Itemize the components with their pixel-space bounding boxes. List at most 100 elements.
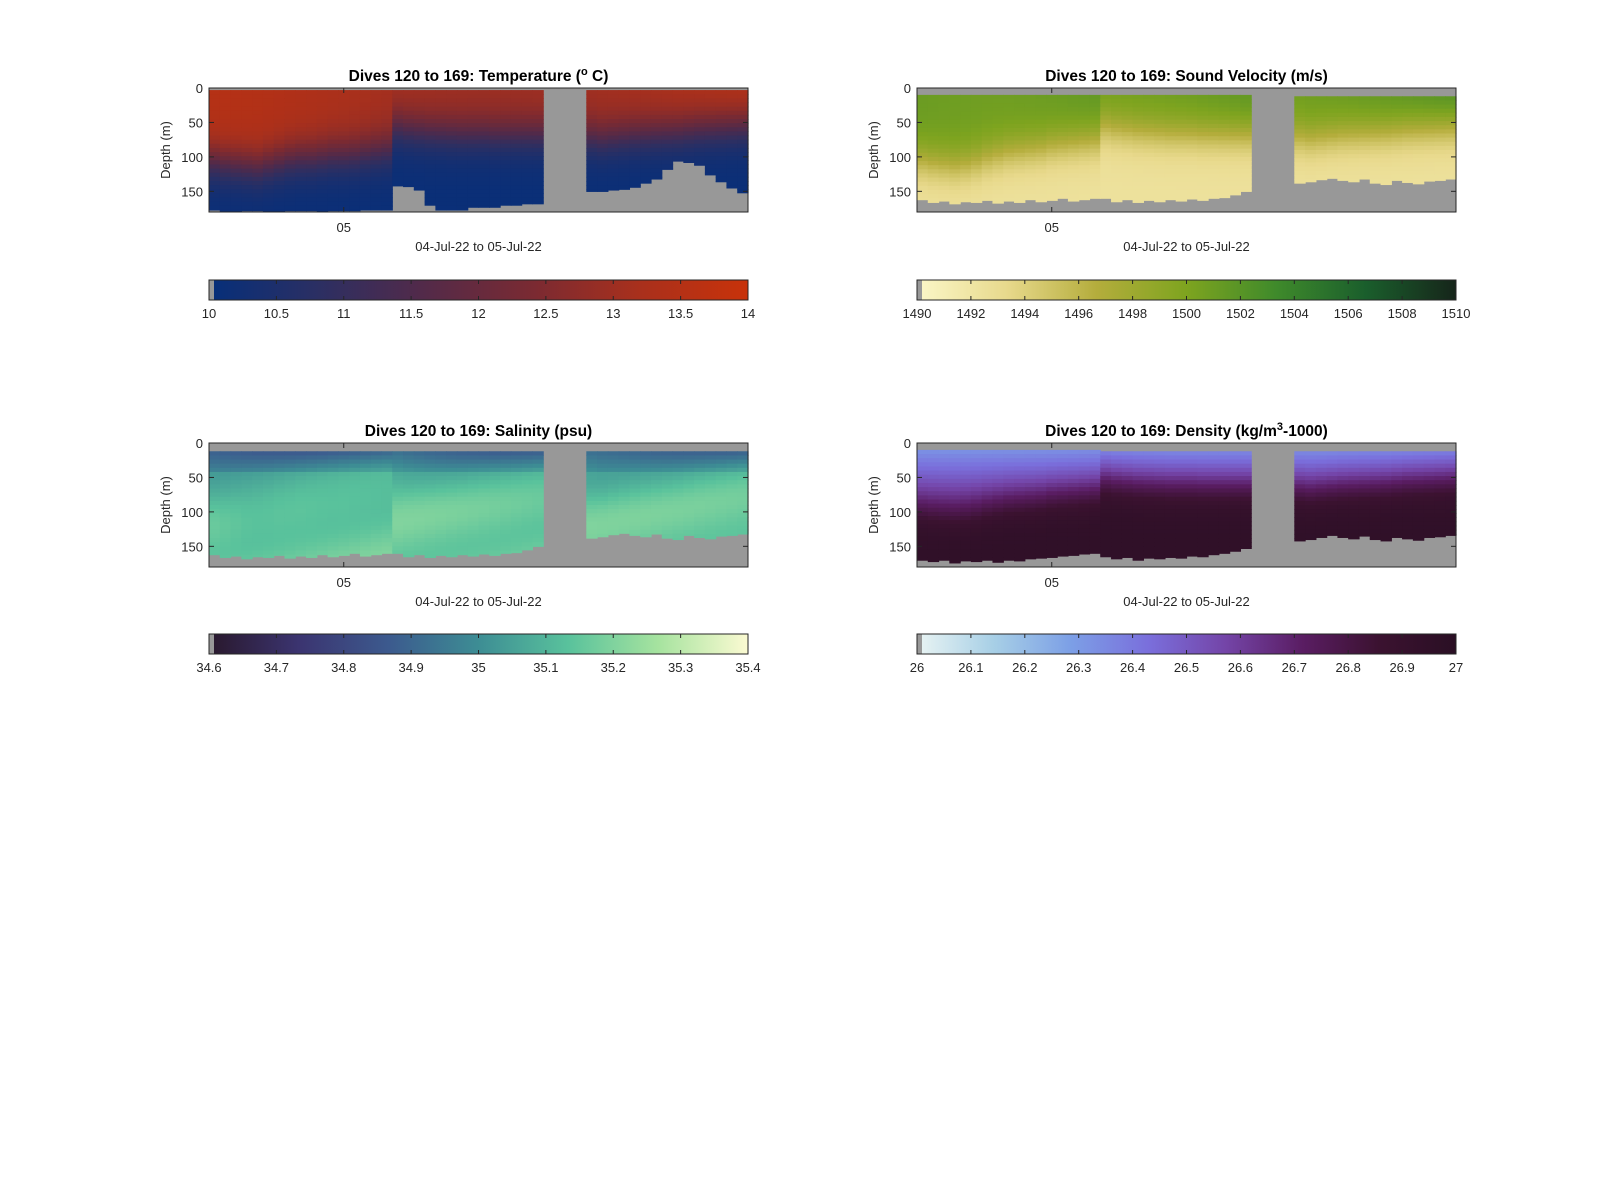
heatmap-cell [1412,158,1425,163]
heatmap-cell [1046,94,1058,100]
heatmap-cell [424,496,436,502]
heatmap-cell [424,102,436,108]
heatmap-cell [209,168,221,174]
heatmap-cell [1175,451,1188,456]
heatmap-cell [403,119,415,124]
heatmap-cell [392,94,404,99]
heatmap-cell [500,500,512,506]
heatmap-cell [1143,181,1155,187]
heatmap-cell [1305,141,1317,147]
heatmap-cell [306,176,318,182]
heatmap-cell [640,513,652,518]
colorbar-gradient [917,280,1456,300]
heatmap-cell [960,553,972,558]
heatmap-cell [295,131,307,137]
heatmap-cell [262,480,275,485]
heatmap-cell [446,554,458,558]
heatmap-cell [1024,99,1037,104]
heatmap-cell [532,160,544,166]
heatmap-cell [327,500,339,506]
heatmap-cell [970,148,983,154]
heatmap-cell [1111,115,1123,121]
heatmap-cell [1240,103,1252,108]
y-tick-label: 150 [889,184,911,199]
heatmap-cell [960,111,972,117]
heatmap-cell [1100,496,1112,502]
heatmap-cell [403,467,415,473]
heatmap-cell [981,127,994,133]
heatmap-cell [1294,451,1306,456]
heatmap-cell [1358,158,1371,163]
heatmap-cell [704,127,717,132]
heatmap-cell [1208,533,1220,539]
heatmap-cell [1305,533,1317,539]
heatmap-cell [1164,119,1177,125]
heatmap-cell [1132,111,1144,117]
heatmap-cell [927,557,940,563]
heatmap-cell [413,509,426,514]
heatmap-cell [252,521,264,527]
heatmap-cell [446,189,458,194]
heatmap-cell [949,169,961,175]
heatmap-cell [726,185,738,189]
heatmap-cell [1186,136,1198,141]
heatmap-cell [683,505,695,510]
heatmap-cell [241,94,253,99]
heatmap-cell [618,114,631,120]
heatmap-cell [650,500,663,506]
heatmap-cell [1315,121,1328,126]
heatmap-cell [230,529,242,535]
heatmap-cell [586,484,598,490]
heatmap-cell [683,143,695,149]
heatmap-cell [219,513,232,518]
heatmap-cell [306,509,318,514]
heatmap-cell [1024,94,1037,100]
heatmap-cell [1035,94,1047,100]
heatmap-cell [446,201,458,207]
heatmap-cell [1348,533,1360,539]
heatmap-cell [938,132,950,137]
heatmap-cell [219,135,232,141]
heatmap-cell [1402,112,1414,118]
heatmap-cell [992,189,1004,195]
heatmap-cell [672,451,684,456]
heatmap-cell [1046,148,1058,154]
heatmap-cell [1132,127,1144,133]
heatmap-cell [456,172,469,178]
heatmap-cell [1035,474,1047,480]
heatmap-cell [392,513,404,518]
heatmap-cell [489,509,501,514]
heatmap-cell [1208,144,1220,150]
heatmap-cell [532,114,544,120]
heatmap-cell [262,176,275,182]
heatmap-cell [640,496,652,502]
heatmap-cell [1402,480,1414,485]
heatmap-cell [262,98,275,104]
heatmap-cell [1326,116,1339,122]
heatmap-cell [1208,165,1220,170]
heatmap-cell [489,139,501,145]
heatmap-cell [1229,173,1241,179]
heatmap-cell [661,90,674,95]
heatmap-cell [295,123,307,128]
heatmap-cell [1014,169,1026,175]
heatmap-cell [338,135,350,141]
heatmap-cell [435,90,447,95]
heatmap-cell [316,119,329,124]
heatmap-cell [1380,100,1392,106]
heatmap-cell [737,98,749,104]
heatmap-cell [284,517,296,523]
heatmap-cell [284,521,296,527]
heatmap-cell [1218,500,1231,506]
heatmap-cell [1445,476,1457,481]
heatmap-cell [927,544,940,550]
heatmap-cell [1111,471,1123,477]
heatmap-cell [737,505,749,510]
heatmap-cell [489,205,501,208]
heatmap-cell [726,505,738,510]
heatmap-cell [349,152,361,157]
heatmap-cell [694,459,706,465]
heatmap-cell [510,529,523,535]
heatmap-cell [532,94,544,99]
heatmap-cell [1175,136,1188,141]
